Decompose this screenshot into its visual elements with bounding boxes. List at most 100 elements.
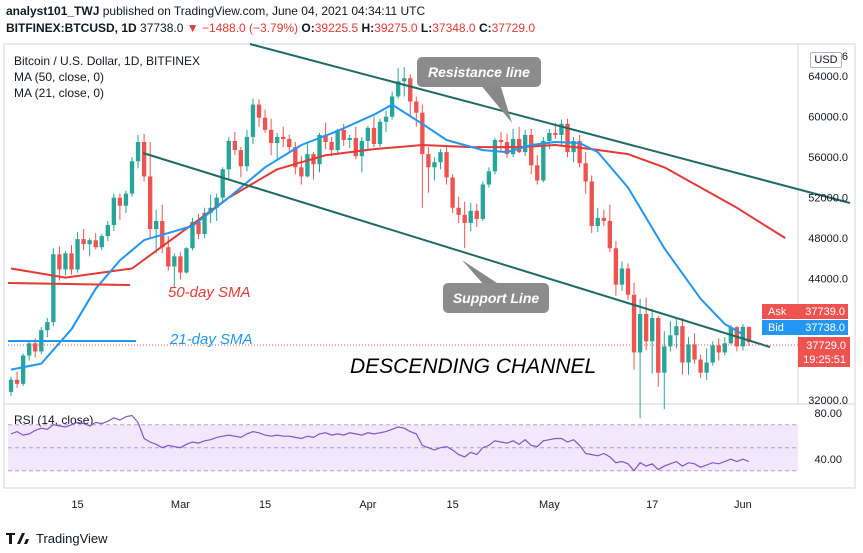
x-tick-label: May	[539, 499, 560, 511]
symbol-label: BITFINEX:BTCUSD, 1D	[6, 21, 137, 35]
candle-body	[196, 221, 201, 235]
candle-body	[365, 127, 371, 141]
x-tick-label: Jun	[734, 499, 752, 511]
candle	[529, 128, 534, 175]
publish-info: published on TradingView.com, June 04, 2…	[102, 4, 426, 18]
candle	[740, 324, 746, 351]
y-tick-label: 32000.0	[808, 395, 848, 407]
candle	[650, 308, 655, 374]
candle	[625, 263, 631, 300]
candle-body	[147, 176, 153, 230]
time-axis[interactable]: 15 Mar 15 Apr 15 May 17 Jun	[71, 499, 751, 511]
down-triangle-icon: ▼	[186, 21, 199, 35]
candle-body	[172, 256, 177, 267]
candle	[287, 134, 292, 154]
candle-body	[347, 137, 352, 140]
candle	[87, 238, 92, 257]
candle	[692, 333, 697, 364]
candle	[317, 132, 322, 173]
candle-body	[619, 268, 625, 285]
candle-body	[226, 140, 231, 170]
x-tick-label: 15	[446, 499, 458, 511]
rsi-band	[8, 424, 798, 472]
candle-body	[444, 152, 449, 178]
candle-body	[402, 78, 407, 82]
low-label: L:	[420, 21, 433, 35]
candle-body	[589, 181, 594, 226]
candle-body	[426, 154, 431, 168]
last-price-tag: 37729.0 19:25:51	[798, 337, 850, 367]
currency-badge[interactable]: USD	[810, 52, 842, 68]
candle	[202, 207, 207, 239]
candle	[402, 67, 407, 97]
candle-body	[14, 379, 20, 384]
candle	[220, 167, 225, 202]
legend-ma50: MA (50, close, 0)	[14, 70, 104, 84]
candle	[637, 298, 643, 419]
publisher-name: analyst101_TWJ	[6, 4, 100, 18]
candle	[226, 136, 231, 181]
candle-body	[69, 253, 74, 270]
ask-label: Ask	[768, 306, 787, 318]
price-axis[interactable]: 6 64000.0 60000.0 56000.0 52000.0 48000.0 440…	[808, 51, 848, 407]
candle-body	[456, 207, 461, 215]
candle-body	[480, 184, 486, 219]
candle-body	[643, 314, 649, 342]
candle	[57, 246, 62, 281]
ask-price-tag: Ask 37739.0	[762, 304, 848, 319]
candle	[244, 129, 250, 172]
resistance-trend-line[interactable]	[249, 43, 851, 204]
candle-body	[202, 212, 207, 235]
candle	[716, 338, 721, 361]
x-tick-label: 15	[71, 499, 83, 511]
candle-body	[668, 335, 673, 347]
candle-body	[268, 129, 274, 144]
candle	[595, 207, 600, 233]
candle-body	[462, 214, 467, 223]
candle-body	[323, 134, 328, 142]
last-price-tag-value: 37729.0	[806, 340, 846, 352]
candle-body	[625, 268, 631, 295]
candle-body	[178, 256, 183, 273]
candle-body	[607, 220, 613, 249]
open-value: 39225.5	[314, 21, 359, 35]
support-trend-line[interactable]	[142, 152, 771, 348]
candle	[383, 110, 389, 132]
candle	[662, 331, 667, 410]
candle-body	[710, 345, 715, 363]
candle	[722, 337, 727, 356]
tradingview-branding[interactable]: TradingView	[4, 527, 108, 549]
y-tick-label: 60000.0	[808, 112, 848, 124]
candle-body	[232, 140, 238, 151]
support-callout: Support Line	[443, 260, 549, 313]
last-price: 37738.0	[140, 21, 184, 35]
bid-price-tag: Bid 37738.0	[762, 320, 848, 335]
candle-body	[75, 239, 80, 270]
candle-body	[214, 197, 219, 208]
candle	[347, 134, 352, 149]
candle-body	[613, 248, 619, 285]
candle-body	[553, 132, 558, 135]
candle	[232, 131, 238, 156]
y-tick-label: 64000.0	[808, 71, 848, 83]
candle	[14, 371, 20, 388]
x-tick-label: 17	[646, 499, 658, 511]
resistance-callout: Resistance line	[417, 57, 541, 123]
candle-body	[353, 137, 358, 157]
rsi-tick-label: 80.00	[814, 408, 842, 420]
candle-body	[105, 224, 110, 237]
candle-body	[674, 326, 679, 336]
candle-body	[305, 154, 310, 177]
candle	[117, 193, 123, 220]
candle	[268, 118, 274, 156]
candle	[686, 337, 691, 375]
candle-body	[141, 142, 147, 177]
candle	[365, 125, 371, 150]
candle	[99, 234, 104, 251]
candle	[141, 133, 147, 182]
tradingview-logo-icon	[6, 533, 29, 544]
candle	[746, 326, 752, 346]
candle	[565, 118, 570, 158]
candle	[559, 119, 564, 146]
